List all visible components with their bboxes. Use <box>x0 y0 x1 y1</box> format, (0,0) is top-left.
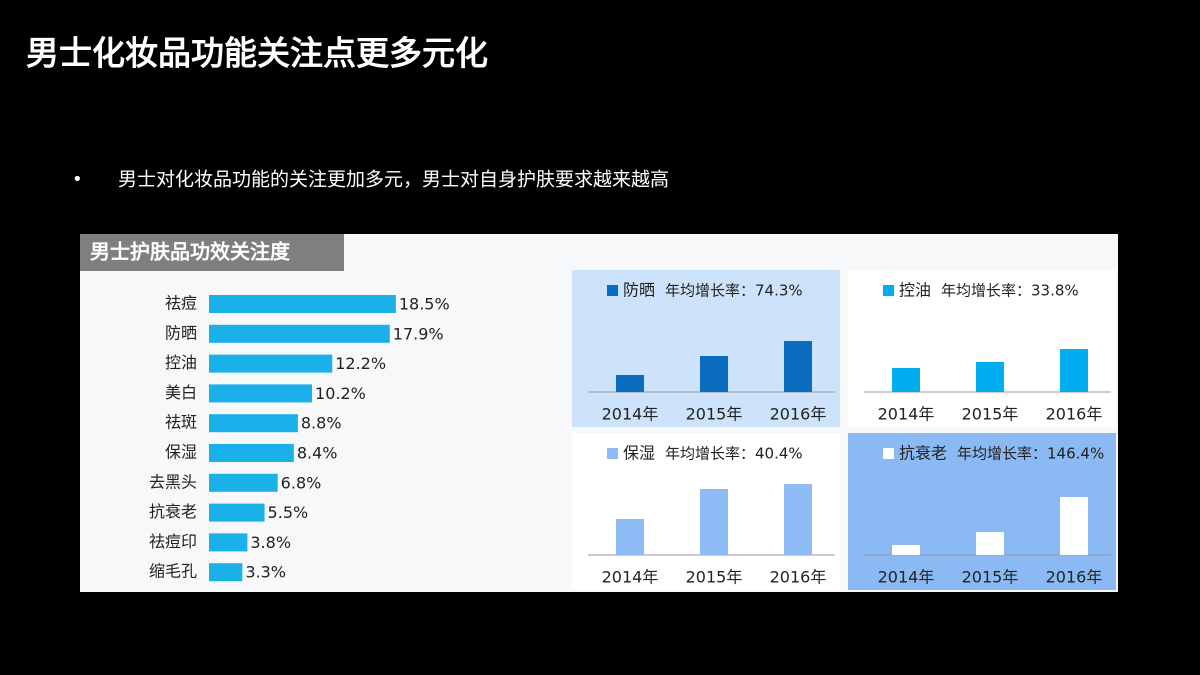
growth-annotation: 年均增长率：40.4% <box>665 445 803 463</box>
value-label: 17.9% <box>393 324 444 343</box>
value-label: 8.8% <box>301 414 342 433</box>
growth-annotation: 年均增长率：146.4% <box>957 445 1104 463</box>
bar <box>209 414 298 433</box>
bar <box>209 473 278 492</box>
x-tick-label: 2014年 <box>602 405 659 424</box>
bar <box>976 362 1004 392</box>
bar <box>976 532 1004 555</box>
x-tick-label: 2016年 <box>1046 568 1103 587</box>
category-label: 防晒 <box>165 323 197 342</box>
x-tick-label: 2015年 <box>686 405 743 424</box>
bar <box>616 375 644 392</box>
x-tick-label: 2016年 <box>770 405 827 424</box>
x-tick-label: 2015年 <box>962 568 1019 587</box>
category-label: 缩毛孔 <box>149 562 197 581</box>
bar <box>209 503 265 522</box>
slide-title: 男士化妆品功能关注点更多元化 <box>26 34 488 73</box>
legend-label: 控油 <box>899 281 931 300</box>
bar <box>209 384 313 403</box>
legend-swatch <box>883 285 894 296</box>
panel-header <box>80 234 344 271</box>
x-tick-label: 2016年 <box>770 568 827 587</box>
bar <box>209 563 243 582</box>
category-label: 保湿 <box>165 443 197 462</box>
value-label: 8.4% <box>297 444 338 463</box>
bar <box>784 484 812 555</box>
value-label: 18.5% <box>399 295 450 314</box>
x-tick-label: 2014年 <box>878 405 935 424</box>
mini-panel <box>848 270 1116 427</box>
category-label: 祛痘 <box>165 294 197 313</box>
bullet-text: 男士对化妆品功能的关注更加多元，男士对自身护肤要求越来越高 <box>118 169 669 191</box>
legend-label: 抗衰老 <box>899 444 947 463</box>
value-label: 3.8% <box>250 533 291 552</box>
bar <box>700 489 728 555</box>
legend-swatch <box>883 448 894 459</box>
bar <box>209 295 396 313</box>
value-label: 10.2% <box>315 384 366 403</box>
bar <box>784 341 812 392</box>
bar <box>1060 497 1088 555</box>
category-label: 美白 <box>165 383 197 402</box>
value-label: 3.3% <box>245 563 286 582</box>
bar <box>892 368 920 392</box>
bar <box>700 356 728 392</box>
bar <box>209 444 294 462</box>
category-label: 祛痘印 <box>149 532 197 551</box>
x-tick-label: 2014年 <box>602 568 659 587</box>
bar <box>209 533 248 552</box>
x-tick-label: 2015年 <box>686 568 743 587</box>
growth-annotation: 年均增长率：33.8% <box>941 282 1079 300</box>
legend-label: 防晒 <box>623 281 655 300</box>
bar <box>616 519 644 555</box>
panel-title: 男士护肤品功效关注度 <box>90 240 291 264</box>
value-label: 5.5% <box>268 503 309 522</box>
category-label: 抗衰老 <box>149 502 197 521</box>
bar <box>1060 349 1088 392</box>
legend-swatch <box>607 448 618 459</box>
x-tick-label: 2014年 <box>878 568 935 587</box>
x-tick-label: 2015年 <box>962 405 1019 424</box>
bullet-dot: • <box>72 169 83 190</box>
legend-label: 保湿 <box>623 444 655 463</box>
legend-swatch <box>607 285 618 296</box>
bar <box>892 545 920 555</box>
bar <box>209 354 333 373</box>
value-label: 12.2% <box>335 354 386 373</box>
value-label: 6.8% <box>281 473 322 492</box>
x-tick-label: 2016年 <box>1046 405 1103 424</box>
bar <box>209 324 390 343</box>
category-label: 控油 <box>165 353 197 372</box>
category-label: 祛斑 <box>165 413 197 432</box>
category-label: 去黑头 <box>149 472 197 491</box>
growth-annotation: 年均增长率：74.3% <box>665 282 803 300</box>
